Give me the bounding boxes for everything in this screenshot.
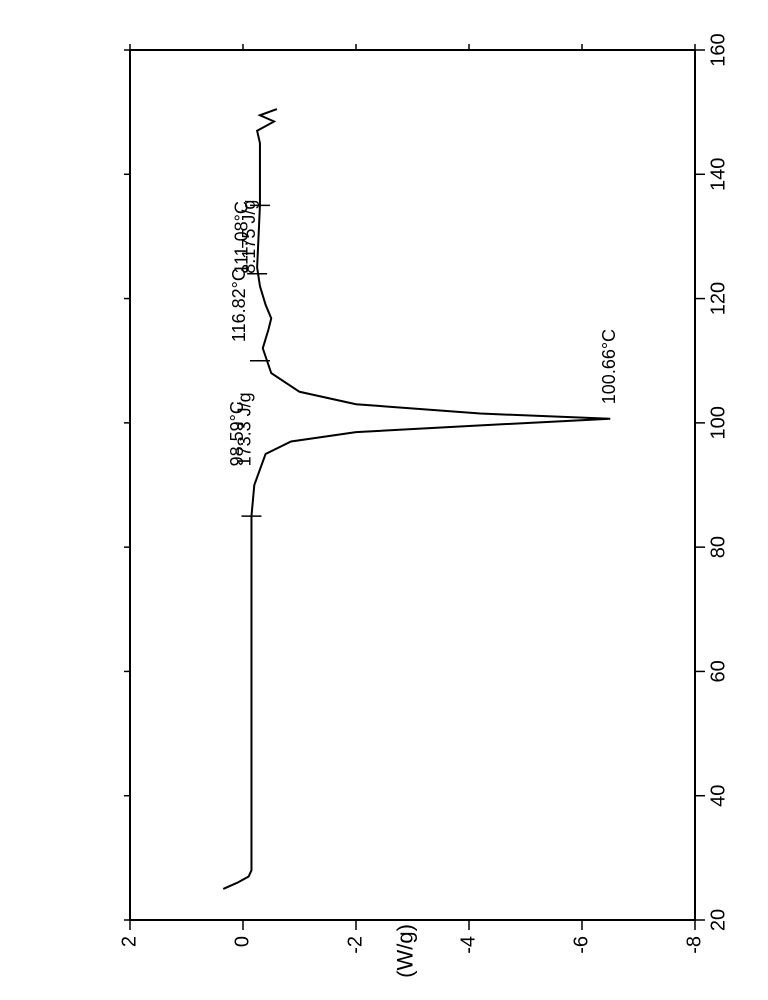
annotation-label: 116.82°C bbox=[229, 268, 249, 342]
svg-text:160: 160 bbox=[708, 33, 728, 66]
annotation-label: 100.66°C bbox=[599, 329, 619, 404]
y-axis-label: 热流 (W/g) bbox=[393, 924, 418, 980]
chart-svg: 20 40 60 80 100 120 140 160 -8 -6 -4 -2 0 2 温度 (°C) 热流 … bbox=[40, 20, 728, 980]
svg-text:-6: -6 bbox=[570, 936, 592, 954]
dsc-chart: 20 40 60 80 100 120 140 160 -8 -6 -4 -2 0 2 温度 (°C) 热流 … bbox=[40, 20, 728, 980]
svg-text:80: 80 bbox=[708, 536, 728, 558]
annotation-label: 173.3 J/g bbox=[235, 392, 255, 466]
svg-text:-4: -4 bbox=[457, 936, 479, 954]
svg-text:100: 100 bbox=[708, 406, 728, 439]
svg-text:120: 120 bbox=[708, 282, 728, 315]
svg-text:-2: -2 bbox=[344, 936, 366, 954]
svg-text:0: 0 bbox=[231, 936, 253, 947]
svg-text:40: 40 bbox=[708, 785, 728, 807]
svg-text:20: 20 bbox=[708, 909, 728, 931]
svg-text:2: 2 bbox=[118, 936, 140, 947]
annotation-label: 8.175 J/g bbox=[239, 200, 259, 274]
svg-text:60: 60 bbox=[708, 660, 728, 682]
x-axis-label: 温度 (°C) bbox=[727, 440, 728, 529]
dsc-curve bbox=[223, 109, 610, 889]
svg-text:140: 140 bbox=[708, 158, 728, 191]
svg-text:-8: -8 bbox=[683, 936, 705, 954]
